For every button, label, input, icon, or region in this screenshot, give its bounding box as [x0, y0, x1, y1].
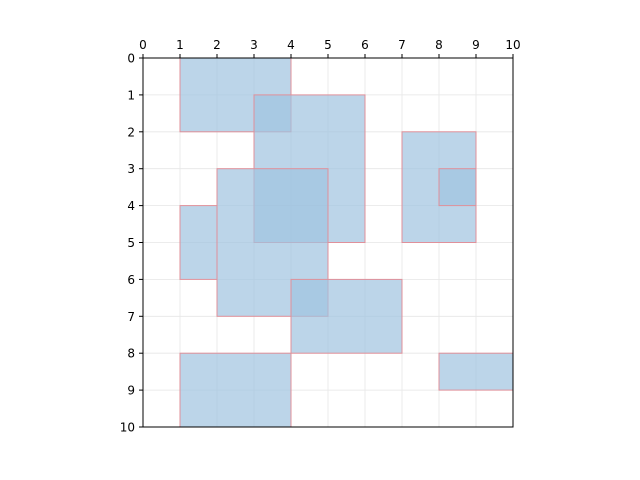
- rectangle-7: [290, 278, 403, 354]
- y-tick-label-5: 5: [127, 236, 135, 250]
- y-tick-label-8: 8: [127, 347, 135, 361]
- rectangle-6: [179, 205, 218, 280]
- rectangle-4: [438, 168, 477, 207]
- y-tick-label-9: 9: [127, 384, 135, 398]
- x-tick-label-0: 0: [139, 38, 147, 52]
- y-tick-label-2: 2: [127, 125, 135, 139]
- x-tick-label-4: 4: [287, 38, 295, 52]
- y-tick-label-10: 10: [120, 421, 135, 435]
- x-tick-label-10: 10: [505, 38, 520, 52]
- x-tick-label-8: 8: [435, 38, 443, 52]
- x-tick-label-9: 9: [472, 38, 480, 52]
- x-tick-label-7: 7: [398, 38, 406, 52]
- y-tick-label-3: 3: [127, 162, 135, 176]
- rectangle-8: [179, 352, 292, 428]
- y-axis-ticks: 0 1 2 3 4 5 6 7 8 9 10: [120, 52, 143, 435]
- y-tick-label-7: 7: [127, 310, 135, 324]
- x-axis-ticks: 0 1 2 3 4 5 6 7 8 9 10: [139, 38, 521, 58]
- y-tick-label-0: 0: [127, 52, 135, 66]
- x-tick-label-2: 2: [213, 38, 221, 52]
- y-tick-label-4: 4: [127, 199, 135, 213]
- rectangle-layer: [179, 57, 514, 428]
- y-tick-label-6: 6: [127, 273, 135, 287]
- rectangle-9: [438, 352, 514, 391]
- y-tick-label-1: 1: [127, 88, 135, 102]
- x-tick-label-1: 1: [176, 38, 184, 52]
- x-tick-label-5: 5: [324, 38, 332, 52]
- x-tick-label-6: 6: [361, 38, 369, 52]
- x-tick-label-3: 3: [250, 38, 258, 52]
